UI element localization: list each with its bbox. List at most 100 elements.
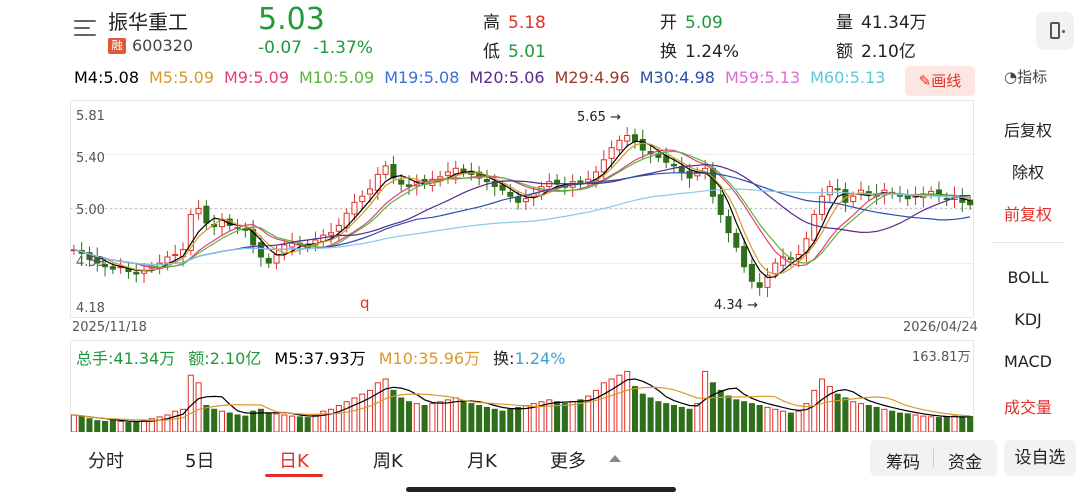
volume-bar	[819, 378, 826, 432]
draw-line-label: 画线	[931, 72, 962, 90]
candle	[600, 159, 607, 173]
candle	[608, 147, 615, 159]
volume-bar	[577, 399, 584, 432]
volume-bar	[351, 397, 358, 432]
volume-chart[interactable]	[70, 340, 974, 432]
volume-bar	[702, 370, 709, 432]
volume-bar	[811, 389, 818, 432]
volume-bar	[273, 413, 280, 432]
volume-bar	[289, 415, 296, 432]
change-percent: -1.37%	[312, 38, 373, 58]
ma-line	[73, 142, 971, 276]
change-value: -0.07	[258, 38, 302, 58]
volume-bar	[709, 382, 716, 432]
start-date-label: 2025/11/18	[72, 320, 147, 335]
candle	[218, 220, 225, 228]
volume-m10: M10:35.96万	[378, 349, 481, 368]
volume-bar	[920, 415, 927, 432]
volume-bar	[141, 420, 148, 432]
volume-bar	[304, 417, 311, 432]
caret-up-icon[interactable]	[609, 455, 621, 462]
candle	[102, 264, 109, 268]
ma-legend-item: M10:5.09	[299, 68, 375, 87]
volume-bar	[499, 410, 506, 432]
menu-icon[interactable]	[74, 20, 96, 40]
volume-bar	[374, 382, 381, 432]
volume-bar	[554, 401, 561, 432]
volume-bar	[242, 415, 249, 432]
volume-bar	[437, 401, 444, 432]
volume-bar	[889, 410, 896, 432]
volume-bar	[608, 378, 615, 432]
volume-bar	[787, 412, 794, 432]
indicator-volume[interactable]: 成交量	[1003, 398, 1052, 417]
candle	[460, 168, 467, 173]
add-watchlist-button[interactable]: 设自选	[1004, 440, 1076, 476]
volume-value: 41.34万	[861, 13, 927, 33]
volume-bar	[943, 416, 950, 432]
panel-divider	[992, 242, 1064, 243]
y-tick-label: 5.00	[76, 203, 105, 218]
landscape-toggle-button[interactable]	[1036, 12, 1074, 50]
ma-legend-item: M60:5.13	[810, 68, 886, 87]
volume-bar	[748, 403, 755, 432]
tab-more[interactable]: 更多	[550, 451, 586, 472]
candlestick-chart[interactable]	[70, 100, 974, 318]
candle	[203, 205, 210, 224]
volume-bar	[382, 378, 389, 432]
indicator-kdj[interactable]: KDJ	[1014, 310, 1042, 329]
volume-bar	[70, 414, 77, 432]
indicator-label: 指标	[1017, 68, 1048, 86]
volume-bar	[421, 405, 428, 432]
volume-m5: M5:37.93万	[274, 349, 366, 368]
indicator-post-adjust[interactable]: 后复权	[1003, 121, 1052, 140]
candle	[328, 232, 335, 236]
candle	[499, 184, 506, 191]
volume-bar	[881, 408, 888, 432]
tab-daily-k[interactable]: 日K	[279, 451, 309, 472]
indicator-panel: 后复权 除权 前复权 BOLL KDJ MACD 成交量	[986, 100, 1074, 435]
volume-turnover-value: 1.24%	[514, 349, 566, 368]
draw-line-button[interactable]: ✎画线	[905, 66, 975, 96]
candle	[756, 282, 763, 288]
ma-legend-item: M9:5.09	[224, 68, 289, 87]
ma-legend: M4:5.08 M5:5.09 M9:5.09 M10:5.09 M19:5.08 M20…	[74, 68, 895, 94]
candle	[367, 188, 374, 195]
volume-bar	[86, 418, 93, 432]
indicator-pre-adjust[interactable]: 前复权	[1003, 205, 1052, 224]
high-stat: 高 5.18	[483, 8, 546, 33]
tab-weekly-k[interactable]: 周K	[373, 451, 403, 472]
active-tab-indicator	[265, 474, 323, 477]
volume-bar	[398, 397, 405, 432]
indicator-header[interactable]: ◔指标	[1004, 66, 1047, 87]
volume-bar	[476, 405, 483, 432]
funds-button[interactable]: 资金	[948, 453, 982, 473]
tab-5day[interactable]: 5日	[185, 451, 215, 472]
candle	[842, 189, 849, 203]
tab-monthly-k[interactable]: 月K	[467, 451, 497, 472]
volume-bar	[343, 401, 350, 432]
candle	[390, 163, 397, 179]
volume-bar	[561, 403, 568, 432]
margin-badge: 融	[108, 38, 126, 54]
chips-button[interactable]: 筹码	[886, 453, 920, 473]
event-marker[interactable]: q	[360, 294, 370, 312]
volume-bar	[780, 410, 787, 432]
low-label: 低	[483, 42, 500, 62]
volume-bar	[335, 405, 342, 432]
tab-intraday[interactable]: 分时	[88, 451, 124, 472]
indicator-ex-rights[interactable]: 除权	[1011, 163, 1044, 182]
ma-legend-item: M20:5.06	[469, 68, 545, 87]
ma-line	[73, 149, 971, 269]
candle	[725, 216, 732, 234]
candle	[398, 179, 405, 185]
indicator-boll[interactable]: BOLL	[1007, 268, 1049, 287]
volume-bar	[405, 401, 413, 432]
volume-bar	[522, 405, 529, 432]
volume-bar	[265, 412, 272, 432]
candle	[686, 170, 693, 179]
indicator-macd[interactable]: MACD	[1004, 352, 1052, 371]
end-date-label: 2026/04/24	[903, 320, 978, 335]
candle	[405, 184, 413, 188]
candle	[86, 252, 93, 260]
